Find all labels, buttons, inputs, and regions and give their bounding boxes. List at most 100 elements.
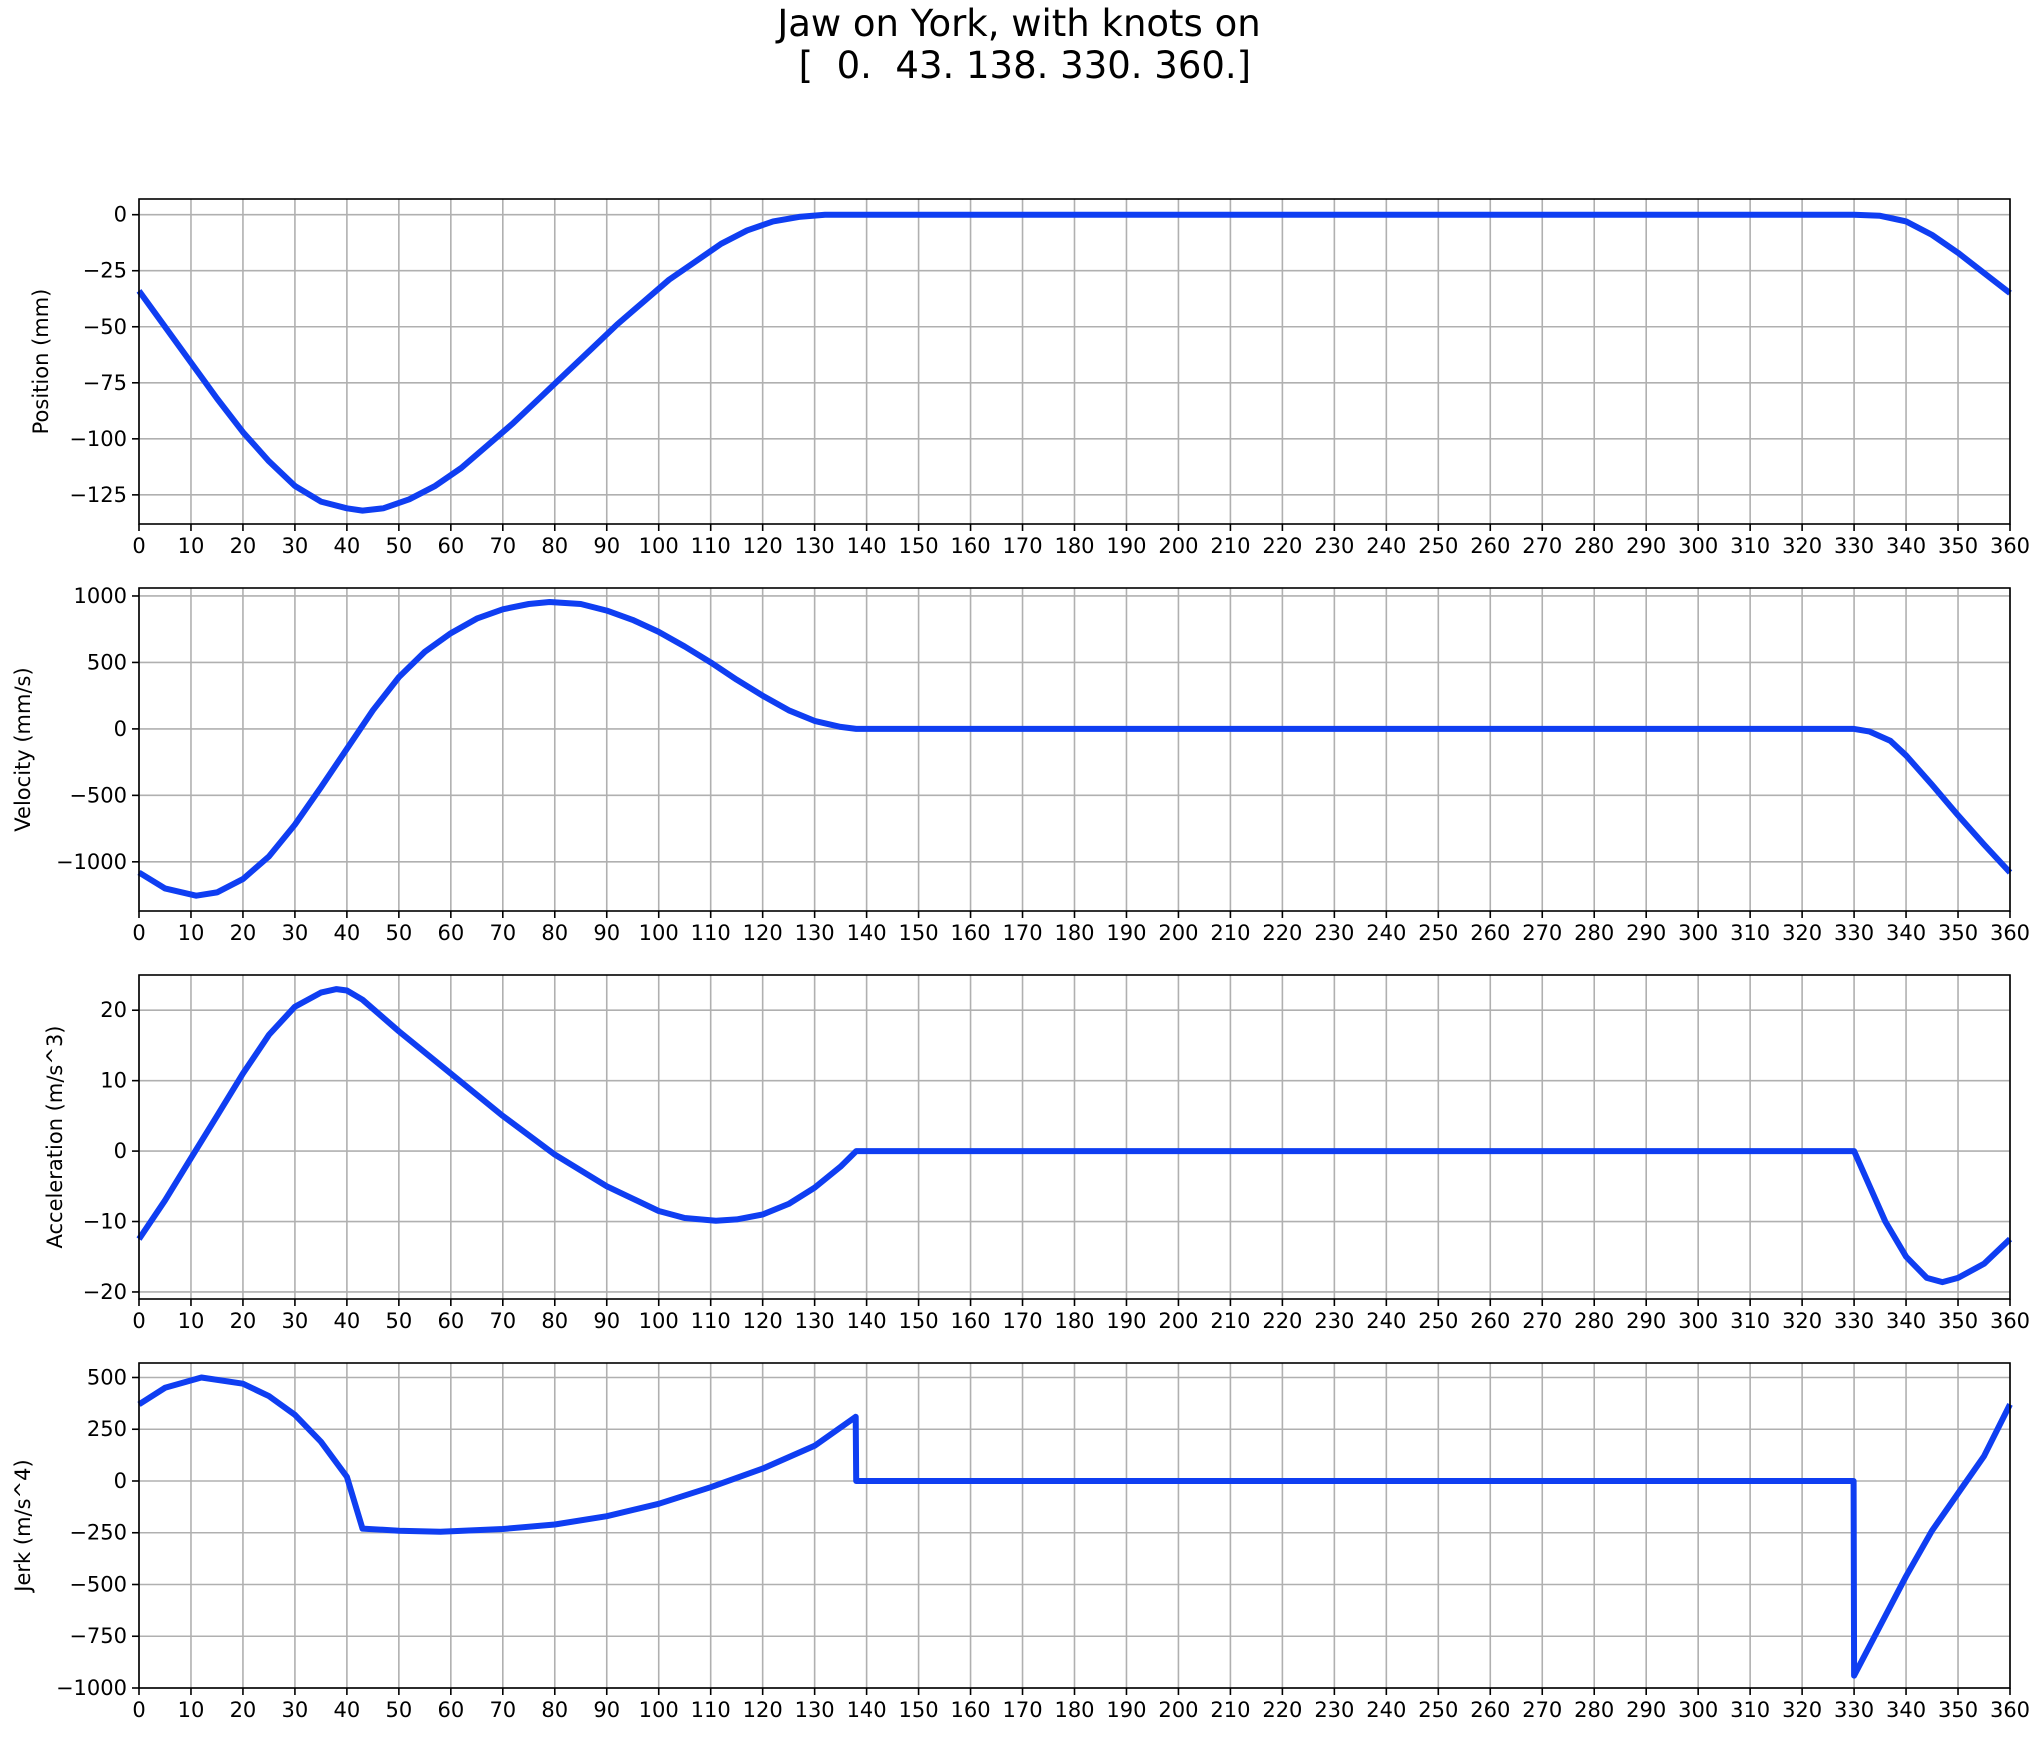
x-tick-label: 80	[541, 1309, 568, 1333]
x-tick-label: 290	[1626, 1698, 1666, 1722]
x-tick-label: 10	[178, 921, 205, 945]
y-tick-label: −50	[83, 315, 127, 339]
x-tick-label: 70	[489, 1698, 516, 1722]
x-tick-label: 0	[132, 1698, 145, 1722]
x-tick-label: 140	[847, 534, 887, 558]
x-tick-label: 220	[1262, 534, 1302, 558]
x-tick-label: 10	[178, 534, 205, 558]
x-tick-label: 110	[691, 921, 731, 945]
x-tick-label: 70	[489, 921, 516, 945]
y-tick-label: −75	[83, 371, 127, 395]
x-tick-label: 90	[593, 1698, 620, 1722]
x-tick-label: 310	[1730, 921, 1770, 945]
y-tick-label: −250	[69, 1521, 127, 1545]
subplot-3: 0 10 20 30 40 50 60 70 80 90 100 110 120 130 140 150 160…	[43, 974, 2030, 1333]
x-tick-label: 340	[1886, 1698, 1926, 1722]
x-tick-label: 40	[334, 1309, 361, 1333]
x-tick-label: 130	[795, 921, 835, 945]
y-tick-label: 10	[100, 1069, 127, 1093]
x-tick-label: 80	[541, 1698, 568, 1722]
x-tick-label: 260	[1470, 534, 1510, 558]
x-tick-label: 310	[1730, 534, 1770, 558]
y-tick-label: −500	[69, 1572, 127, 1596]
x-tick-label: 360	[1990, 1309, 2030, 1333]
x-tick-label: 110	[691, 1698, 731, 1722]
x-tick-label: 20	[230, 534, 257, 558]
y-tick-label: 0	[114, 1139, 127, 1163]
y-tick-label: 500	[87, 1365, 127, 1389]
subplot-2: 0 10 20 30 40 50 60 70 80 90 100 110 120 130 140 150 160…	[11, 584, 2030, 945]
x-tick-label: 360	[1990, 1698, 2030, 1722]
x-tick-label: 100	[639, 1698, 679, 1722]
x-tick-label: 250	[1418, 534, 1458, 558]
x-tick-label: 0	[132, 534, 145, 558]
x-tick-label: 320	[1782, 534, 1822, 558]
x-tick-label: 240	[1366, 1309, 1406, 1333]
y-tick-label: 500	[87, 650, 127, 674]
x-tick-label: 200	[1158, 534, 1198, 558]
x-tick-label: 270	[1522, 534, 1562, 558]
x-tick-label: 120	[743, 1698, 783, 1722]
x-tick-label: 170	[1002, 534, 1042, 558]
x-tick-label: 260	[1470, 1698, 1510, 1722]
x-tick-label: 240	[1366, 921, 1406, 945]
x-tick-label: 270	[1522, 1309, 1562, 1333]
x-tick-label: 160	[951, 534, 991, 558]
x-tick-label: 340	[1886, 921, 1926, 945]
x-tick-label: 250	[1418, 1698, 1458, 1722]
x-tick-label: 330	[1834, 534, 1874, 558]
x-tick-label: 160	[951, 1309, 991, 1333]
x-tick-label: 330	[1834, 1698, 1874, 1722]
y-tick-label: −1000	[56, 1676, 127, 1700]
x-tick-label: 220	[1262, 1309, 1302, 1333]
x-tick-label: 300	[1678, 1698, 1718, 1722]
x-tick-label: 40	[334, 534, 361, 558]
x-tick-label: 10	[178, 1698, 205, 1722]
x-tick-label: 290	[1626, 1309, 1666, 1333]
y-tick-label: 0	[114, 203, 127, 227]
x-tick-label: 320	[1782, 1309, 1822, 1333]
x-tick-label: 200	[1158, 921, 1198, 945]
x-tick-label: 100	[639, 1309, 679, 1333]
x-tick-label: 220	[1262, 921, 1302, 945]
x-tick-label: 300	[1678, 1309, 1718, 1333]
x-tick-label: 280	[1574, 1309, 1614, 1333]
x-tick-label: 290	[1626, 921, 1666, 945]
x-tick-label: 340	[1886, 534, 1926, 558]
x-tick-label: 30	[282, 921, 309, 945]
subplot-4: 0 10 20 30 40 50 60 70 80 90 100 110 120 130 140 150 160…	[11, 1362, 2030, 1722]
x-tick-label: 190	[1106, 534, 1146, 558]
x-tick-label: 140	[847, 1309, 887, 1333]
x-tick-label: 360	[1990, 921, 2030, 945]
x-tick-label: 180	[1054, 921, 1094, 945]
x-tick-label: 110	[691, 1309, 731, 1333]
x-tick-label: 140	[847, 921, 887, 945]
x-tick-label: 280	[1574, 534, 1614, 558]
x-tick-label: 330	[1834, 921, 1874, 945]
y-axis-label: Velocity (mm/s)	[11, 667, 35, 831]
x-tick-label: 120	[743, 1309, 783, 1333]
y-tick-label: −1000	[56, 850, 127, 874]
x-tick-label: 220	[1262, 1698, 1302, 1722]
y-tick-label: −25	[83, 259, 127, 283]
y-tick-label: 250	[87, 1417, 127, 1441]
x-tick-label: 240	[1366, 534, 1406, 558]
series-line	[136, 986, 2013, 1286]
x-tick-label: 170	[1002, 1698, 1042, 1722]
x-tick-label: 260	[1470, 921, 1510, 945]
x-tick-label: 200	[1158, 1309, 1198, 1333]
x-tick-label: 350	[1938, 921, 1978, 945]
x-tick-label: 60	[437, 921, 464, 945]
x-tick-label: 180	[1054, 1309, 1094, 1333]
x-tick-label: 280	[1574, 921, 1614, 945]
y-tick-label: −10	[83, 1210, 127, 1234]
x-tick-label: 320	[1782, 921, 1822, 945]
x-tick-label: 270	[1522, 921, 1562, 945]
x-tick-label: 310	[1730, 1309, 1770, 1333]
x-tick-label: 150	[899, 1698, 939, 1722]
x-tick-label: 130	[795, 534, 835, 558]
x-tick-label: 300	[1678, 921, 1718, 945]
x-tick-label: 120	[743, 921, 783, 945]
x-tick-label: 90	[593, 921, 620, 945]
y-tick-label: 0	[114, 717, 127, 741]
